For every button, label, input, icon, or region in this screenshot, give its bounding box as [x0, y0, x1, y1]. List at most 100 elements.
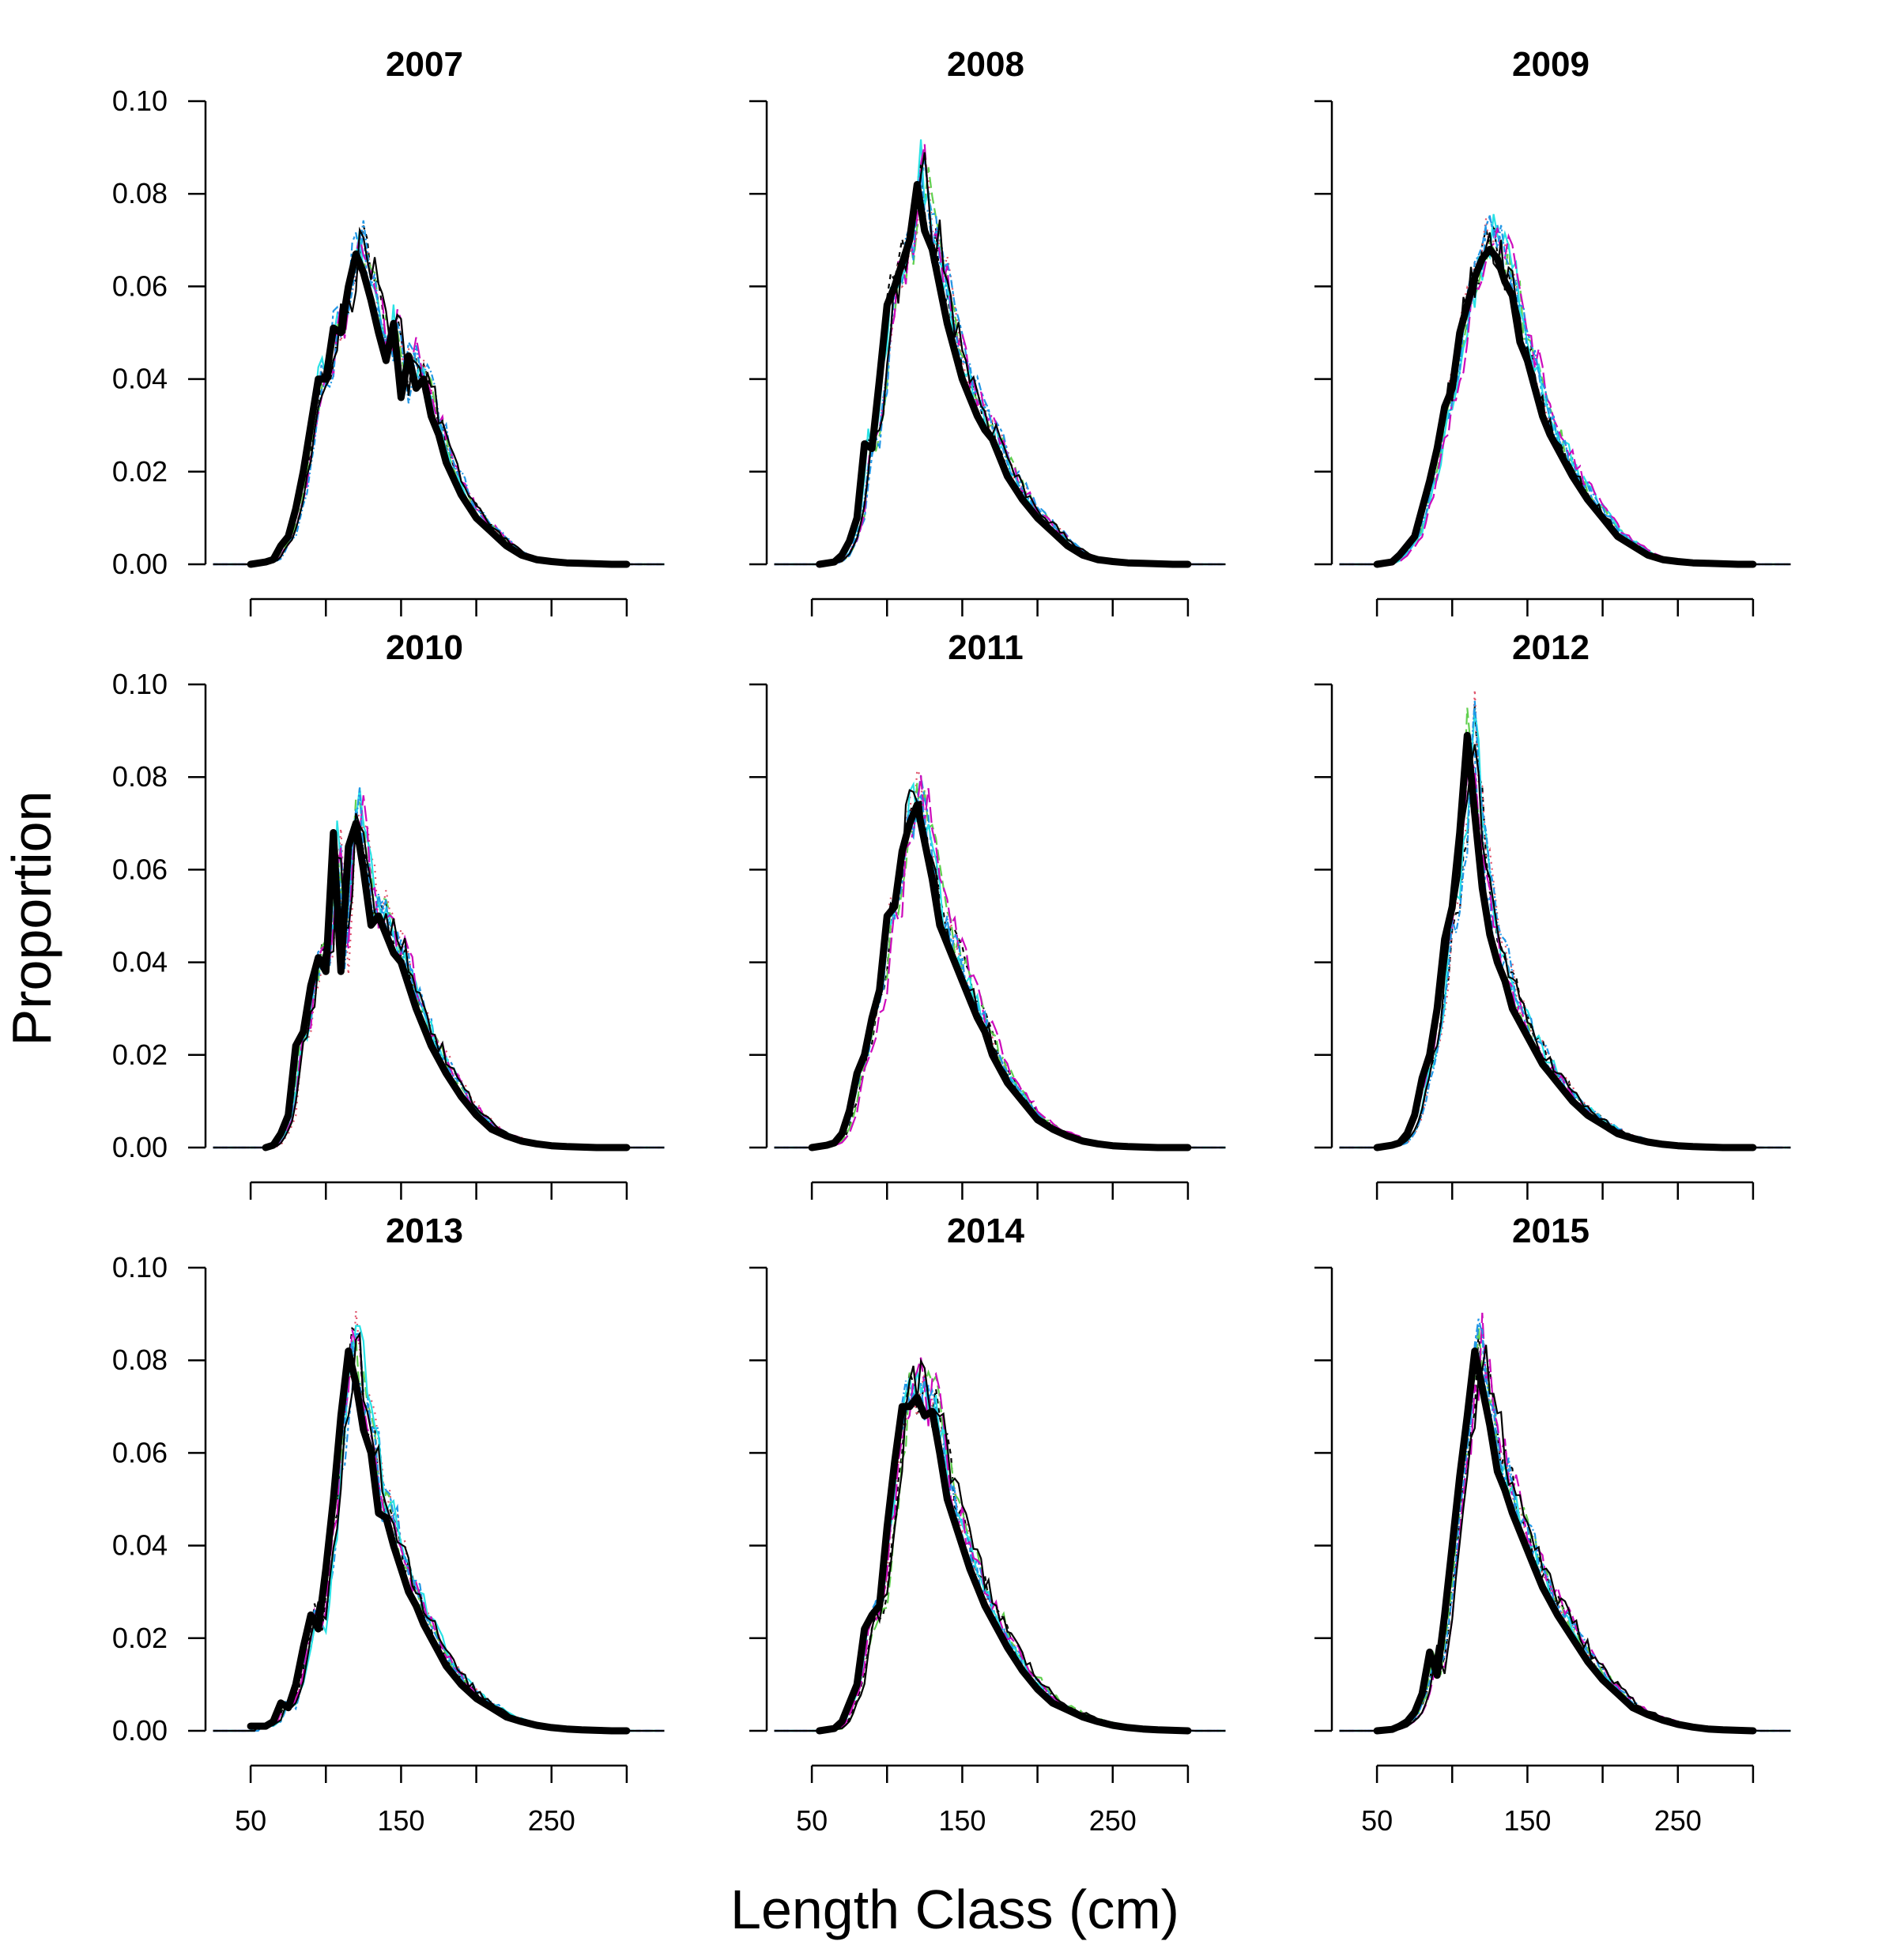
- panel-2013: 2013 0.00 0.02 0.04 0.06 0.08 0.10 50 150 250: [112, 1212, 665, 1837]
- y-tick-label: 0.02: [112, 455, 168, 488]
- series-line-overlay: [213, 236, 665, 566]
- series-line-observed: [247, 1348, 631, 1735]
- series-line-overlay: [1339, 228, 1791, 566]
- series-line-observed: [816, 1393, 1192, 1735]
- y-tick-label: 0.08: [112, 760, 168, 793]
- series-line-overlay: [213, 808, 665, 1149]
- x-tick-label: 250: [1654, 1804, 1702, 1837]
- series-line-overlay: [213, 249, 665, 566]
- series-line-observed: [1373, 1348, 1757, 1735]
- x-tick-label: 250: [1089, 1804, 1137, 1837]
- series-line-overlay: [774, 781, 1226, 1149]
- series-line-observed: [262, 820, 631, 1152]
- y-tick-label: 0.06: [112, 853, 168, 885]
- panel-title: 2007: [386, 45, 463, 84]
- series-line-overlay: [213, 1332, 665, 1732]
- series-line-overlay: [1339, 1361, 1791, 1732]
- x-tick-label: 50: [1361, 1804, 1393, 1837]
- series-line-overlay: [213, 1325, 665, 1732]
- series-line-overlay: [1339, 215, 1791, 566]
- y-tick-label: 0.10: [112, 668, 168, 700]
- y-tick-label: 0.10: [112, 85, 168, 117]
- x-tick-label: 150: [938, 1804, 986, 1837]
- panel-title: 2010: [386, 628, 463, 667]
- series-line-overlay: [213, 230, 665, 566]
- panel-2015: 2015 50 150 250: [1314, 1212, 1791, 1837]
- series-line-overlay: [774, 144, 1226, 566]
- series-line-overlay: [774, 1371, 1226, 1732]
- series-line-overlay: [774, 167, 1226, 566]
- series-line-overlay: [1339, 1318, 1791, 1732]
- x-tick-label: 150: [1503, 1804, 1551, 1837]
- y-tick-label: 0.02: [112, 1622, 168, 1654]
- series-line-overlay: [213, 796, 665, 1149]
- series-line-overlay: [1339, 224, 1791, 566]
- series-line-observed: [816, 181, 1192, 568]
- y-tick-label: 0.00: [112, 1131, 168, 1163]
- series-line-overlay: [774, 782, 1226, 1149]
- y-tick-label: 0.08: [112, 1344, 168, 1376]
- series-line-overlay: [1339, 232, 1791, 566]
- panel-title: 2008: [947, 45, 1024, 84]
- series-line-overlay: [774, 793, 1226, 1149]
- panel-2008: 2008: [749, 45, 1226, 616]
- series-line-overlay: [213, 787, 665, 1149]
- series-line-overlay: [213, 1329, 665, 1732]
- x-tick-label: 50: [796, 1804, 828, 1837]
- series-line-observed: [808, 801, 1192, 1152]
- panel-title: 2015: [1512, 1212, 1590, 1250]
- y-tick-label: 0.00: [112, 548, 168, 580]
- y-tick-label: 0.04: [112, 1529, 168, 1562]
- series-line-overlay: [1339, 240, 1791, 566]
- series-line-overlay: [1339, 1352, 1791, 1732]
- x-axis-title: Length Class (cm): [730, 1879, 1179, 1940]
- series-line-overlay: [213, 787, 665, 1149]
- series-line-overlay: [213, 1340, 665, 1732]
- series-line-overlay: [774, 1382, 1226, 1732]
- series-line-overlay: [774, 775, 1226, 1149]
- panel-title: 2013: [386, 1212, 463, 1250]
- series-line-overlay: [774, 157, 1226, 566]
- series-line-overlay: [1339, 216, 1791, 566]
- series-line-overlay: [1339, 1325, 1791, 1732]
- y-tick-label: 0.06: [112, 1436, 168, 1468]
- panel-2010: 2010 0.00 0.02 0.04 0.06 0.08 0.10: [112, 628, 665, 1200]
- y-tick-label: 0.08: [112, 177, 168, 209]
- series-line-overlay: [213, 795, 665, 1149]
- panel-2011: 2011: [749, 628, 1226, 1200]
- series-line-overlay: [213, 220, 665, 566]
- y-axis-title: Proportion: [1, 791, 62, 1046]
- panel-title: 2012: [1512, 628, 1590, 667]
- x-tick-label: 50: [235, 1804, 266, 1837]
- panel-2014: 2014 50 150 250: [749, 1212, 1226, 1837]
- series-line-overlay: [774, 802, 1226, 1149]
- series-line-overlay: [213, 808, 665, 1149]
- panel-title: 2009: [1512, 45, 1590, 84]
- panel-grid: 2007 0.00 0.02 0.04 0.06 0.08 0.10 2008 2009 2010…: [112, 45, 1791, 1837]
- panel-2012: 2012: [1314, 628, 1791, 1200]
- y-tick-label: 0.00: [112, 1714, 168, 1747]
- series-line-overlay: [1339, 1344, 1791, 1732]
- series-line-overlay: [213, 232, 665, 566]
- series-line-overlay: [213, 225, 665, 566]
- series-line-overlay: [774, 1357, 1226, 1732]
- series-line-overlay: [774, 789, 1226, 1149]
- y-tick-label: 0.06: [112, 270, 168, 302]
- series-line-overlay: [213, 1310, 665, 1732]
- panel-title: 2014: [947, 1212, 1024, 1250]
- panel-2007: 2007 0.00 0.02 0.04 0.06 0.08 0.10: [112, 45, 665, 616]
- series-line-overlay: [213, 823, 665, 1149]
- y-tick-label: 0.04: [112, 946, 168, 978]
- series-line-overlay: [774, 164, 1226, 566]
- series-line-overlay: [1339, 1324, 1791, 1732]
- panel-title: 2011: [948, 628, 1023, 667]
- series-line-overlay: [1339, 218, 1791, 566]
- y-tick-label: 0.04: [112, 363, 168, 395]
- y-tick-label: 0.02: [112, 1038, 168, 1071]
- series-line-overlay: [213, 812, 665, 1149]
- y-tick-label: 0.10: [112, 1251, 168, 1283]
- series-line-overlay: [774, 767, 1226, 1149]
- series-line-observed: [1373, 246, 1757, 568]
- series-line-overlay: [774, 139, 1226, 566]
